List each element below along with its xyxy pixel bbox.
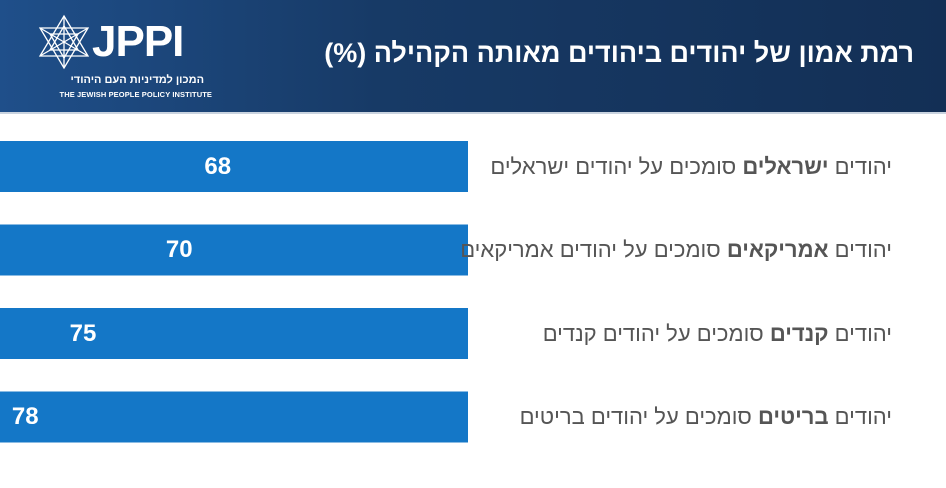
category-label: יהודים קנדים סומכים על יהודים קנדים xyxy=(542,320,892,346)
bar-value-label: 70 xyxy=(165,236,193,263)
bar xyxy=(0,391,468,443)
category-label: יהודים בריטים סומכים על יהודים בריטים xyxy=(519,404,892,429)
bar xyxy=(0,308,468,359)
bar-value-label: 68 xyxy=(204,152,232,180)
bar-chart-svg xyxy=(0,141,468,443)
jppi-logo[interactable]: JPPI המכון למדיניות העם היהודי THE JEWIS… xyxy=(30,10,212,102)
logo-english-name: THE JEWISH PEOPLE POLICY INSTITUTE xyxy=(59,90,212,99)
star-of-david-icon xyxy=(38,14,90,70)
logo-hebrew-name: המכון למדיניות העם היהודי xyxy=(70,74,204,86)
bar-value-label: 75 xyxy=(69,319,97,347)
header-divider xyxy=(0,112,946,114)
chart-title: רמת אמון של יהודים ביהודים מאותה הקהילה … xyxy=(324,38,914,68)
category-label: יהודים ישראלים סומכים על יהודים ישראלים xyxy=(490,153,892,179)
bar xyxy=(0,224,468,276)
logo-wordmark: JPPI xyxy=(92,17,184,66)
bar xyxy=(0,141,468,192)
bar-value-label: 78 xyxy=(11,403,39,430)
header-banner: JPPI המכון למדיניות העם היהודי THE JEWIS… xyxy=(0,0,946,112)
category-label: יהודים אמריקאים סומכים על יהודים אמריקאי… xyxy=(460,237,892,262)
bar-chart: 68 יהודים ישראלים סומכים על יהודים ישראלי… xyxy=(0,114,946,488)
